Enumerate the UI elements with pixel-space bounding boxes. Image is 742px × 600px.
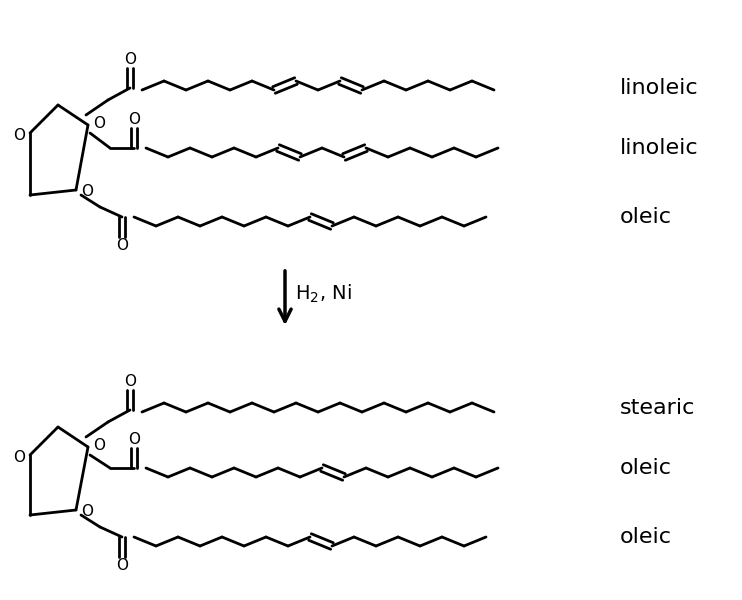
Text: H$_2$, Ni: H$_2$, Ni: [295, 283, 352, 305]
Text: O: O: [81, 185, 93, 199]
Text: O: O: [116, 238, 128, 253]
Text: O: O: [81, 505, 93, 520]
Text: oleic: oleic: [620, 458, 672, 478]
Text: O: O: [93, 115, 105, 130]
Text: O: O: [13, 127, 25, 142]
Text: linoleic: linoleic: [620, 138, 699, 158]
Text: O: O: [124, 373, 136, 389]
Text: stearic: stearic: [620, 398, 695, 418]
Text: O: O: [128, 431, 140, 446]
Text: linoleic: linoleic: [620, 78, 699, 98]
Text: O: O: [128, 112, 140, 127]
Text: oleic: oleic: [620, 527, 672, 547]
Text: O: O: [116, 559, 128, 574]
Text: O: O: [13, 449, 25, 464]
Text: O: O: [93, 437, 105, 452]
Text: oleic: oleic: [620, 207, 672, 227]
Text: O: O: [124, 52, 136, 67]
